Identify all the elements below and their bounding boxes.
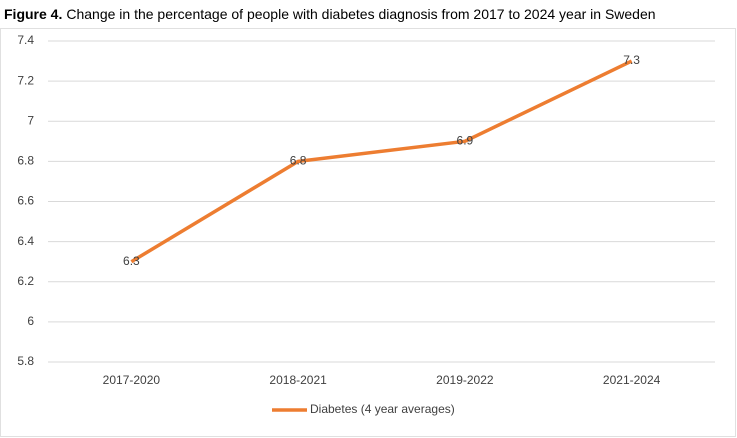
title-text: Change in the percentage of people with …: [66, 6, 655, 22]
y-tick-label: 7.2: [17, 73, 34, 87]
chart-border: [0, 28, 736, 437]
x-tick-label: 2018-2021: [269, 373, 327, 387]
y-tick-label: 6.6: [17, 194, 34, 208]
y-tick-label: 7.4: [17, 33, 34, 47]
y-tick-label: 6.4: [17, 234, 34, 248]
data-label: 7.3: [623, 53, 640, 67]
x-tick-label: 2021-2024: [603, 373, 661, 387]
y-tick-label: 5.8: [17, 354, 34, 368]
legend-label: Diabetes (4 year averages): [310, 402, 455, 416]
data-label: 6.3: [123, 254, 140, 268]
x-tick-label: 2017-2020: [103, 373, 161, 387]
data-label: 6.8: [290, 154, 307, 168]
y-tick-label: 6: [27, 314, 34, 328]
chart-title: Figure 4. Change in the percentage of peo…: [4, 6, 656, 22]
x-tick-label: 2019-2022: [436, 373, 494, 387]
y-tick-label: 7: [27, 113, 34, 127]
data-label: 6.9: [457, 133, 474, 147]
y-tick-label: 6.8: [17, 154, 34, 168]
title-label: Figure 4.: [4, 6, 62, 22]
series-line: [130, 59, 633, 264]
y-tick-label: 6.2: [17, 274, 34, 288]
